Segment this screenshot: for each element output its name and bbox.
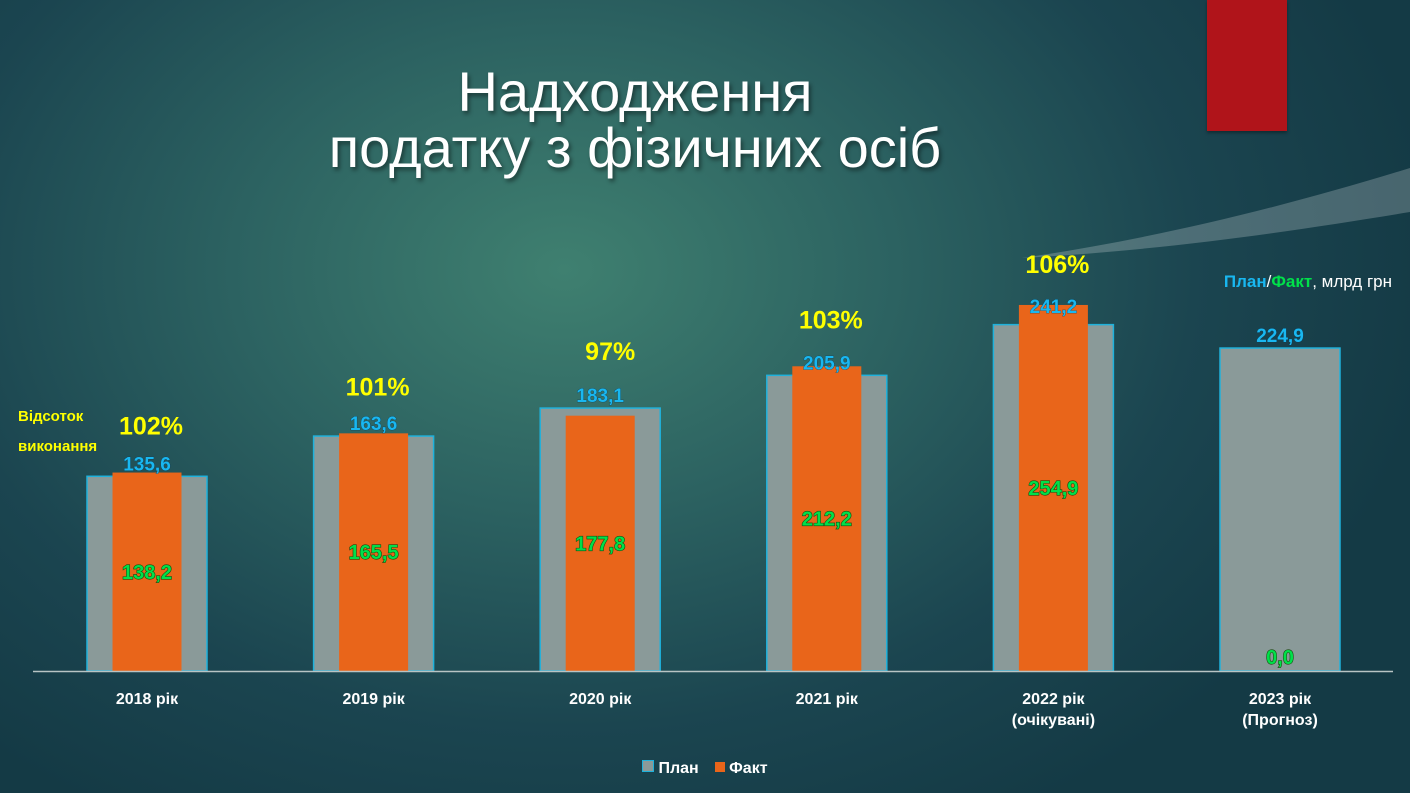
bar-fact (339, 433, 409, 671)
x-tick-label: 2021 рік (796, 691, 859, 708)
chart-title: Надходження податку з фізичних осіб (235, 64, 1035, 176)
unit-label: План/Факт, млрд грн (1224, 272, 1392, 292)
data-label-plan: 163,6 (350, 414, 398, 435)
data-label-percent: 102% (119, 413, 183, 441)
chart-title-line-2: податку з фізичних осіб (328, 116, 942, 179)
decorative-red-stripe (1207, 0, 1287, 131)
bar-fact (112, 472, 182, 671)
unit-label-rest: , млрд грн (1312, 272, 1392, 291)
chart-title-line-1: Надходження (457, 60, 813, 123)
percent-caption: Відсоток виконання (18, 402, 97, 462)
bar-fact (1018, 304, 1088, 671)
bar-plan (1219, 347, 1341, 672)
legend-swatch-plan (642, 760, 655, 772)
data-label-fact: 254,9 (1028, 478, 1078, 500)
x-tick-label: 2023 рік (1249, 691, 1312, 708)
data-label-fact: 165,5 (349, 542, 399, 564)
legend-label-fact: Факт (729, 760, 768, 777)
data-label-fact: 212,2 (802, 509, 852, 531)
data-label-plan: 183,1 (576, 386, 624, 407)
unit-label-separator: / (1266, 272, 1272, 291)
legend-item-plan: План (642, 760, 699, 778)
x-tick-label: 2018 рік (116, 691, 179, 708)
legend-label-plan: План (658, 760, 699, 777)
data-label-plan: 205,9 (803, 353, 851, 374)
bar-fact (565, 415, 635, 671)
bar-fact (792, 366, 862, 671)
x-tick-label: 2022 рік (1022, 691, 1085, 708)
data-label-fact: 138,2 (122, 562, 172, 584)
data-label-plan: 224,9 (1256, 326, 1304, 347)
data-label-percent: 103% (799, 306, 863, 334)
unit-label-plan: План (1223, 272, 1267, 291)
data-label-fact: 177,8 (575, 533, 625, 555)
x-tick-label: 2019 рік (342, 691, 405, 708)
data-label-fact: 0,0 (1266, 647, 1294, 669)
x-tick-label: (очікувані) (1012, 712, 1095, 729)
legend-swatch-fact (715, 762, 726, 772)
data-label-percent: 101% (346, 373, 410, 401)
legend-item-fact: Факт (715, 760, 768, 778)
data-label-plan: 135,6 (123, 454, 171, 475)
data-label-percent: 106% (1025, 251, 1089, 279)
percent-caption-line-1: Відсоток (18, 408, 84, 425)
percent-caption-line-2: виконання (18, 438, 98, 455)
x-tick-label: (Прогноз) (1242, 712, 1318, 729)
data-label-percent: 97% (585, 338, 635, 366)
legend: План Факт (0, 760, 1410, 778)
data-label-plan: 241,2 (1030, 297, 1078, 318)
x-tick-label: 2020 рік (569, 691, 632, 708)
unit-label-fact: Факт (1271, 272, 1313, 291)
